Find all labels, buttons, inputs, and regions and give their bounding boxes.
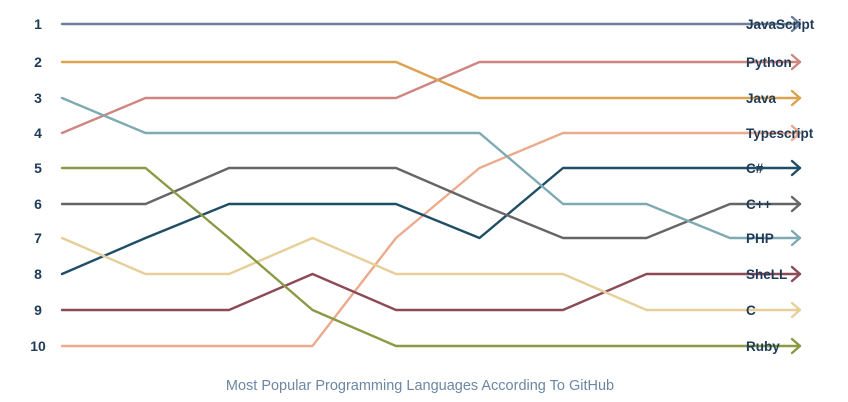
series-line-java [60,60,802,100]
arrow-head-c [790,301,802,319]
series-label-ruby: Ruby [746,339,780,354]
series-label-c: C [746,303,756,318]
series-label-csharp: C# [746,161,764,176]
rank-tick-5: 5 [34,160,42,176]
series-label-python: Python [746,55,792,70]
series-line-ruby [60,166,802,348]
series-line-shell [60,272,802,312]
series-line-typescript [60,131,802,348]
rank-tick-3: 3 [34,90,42,106]
series-line-php [60,96,802,240]
rank-tick-7: 7 [34,230,42,246]
series-label-typescript: Typescript [746,126,814,141]
series-lines [60,15,802,355]
series-labels: JavaScript Python Java Typescript C# C++ PHP Sh… [746,17,815,354]
rank-tick-6: 6 [34,196,42,212]
arrow-head-javascript [790,15,802,33]
rank-tick-4: 4 [34,125,42,141]
series-label-cplusplus: C++ [746,197,772,212]
chart-title: Most Popular Programming Languages Accor… [226,378,614,394]
arrow-head-ruby [790,337,802,355]
rank-axis: 1 2 3 4 5 6 7 8 9 10 [30,16,46,354]
arrow-head-python [790,53,802,71]
arrow-head-csharp [790,159,802,177]
series-label-java: Java [746,91,777,106]
rank-tick-9: 9 [34,302,42,318]
rank-tick-2: 2 [34,54,42,70]
rank-tick-8: 8 [34,266,42,282]
arrow-head-php [790,229,802,247]
arrow-head-cplusplus [790,195,802,213]
series-line-csharp [60,166,802,276]
rank-tick-1: 1 [34,16,42,32]
arrow-head-java [790,89,802,107]
arrow-head-typescript [790,124,802,142]
series-label-shell: SheLL [746,267,787,282]
series-line-c [60,236,802,312]
series-label-javascript: JavaScript [746,17,815,32]
rank-tick-10: 10 [30,338,46,354]
series-label-php: PHP [746,231,774,246]
arrow-head-shell [790,265,802,283]
